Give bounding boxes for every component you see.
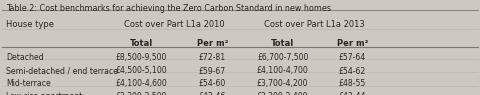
Text: Per m²: Per m² [336,39,368,48]
Text: £42-46: £42-46 [199,92,226,95]
Text: £4,500-5,100: £4,500-5,100 [116,66,168,76]
Text: Detached: Detached [6,53,44,62]
Text: £8,500-9,500: £8,500-9,500 [116,53,168,62]
Text: £59-67: £59-67 [199,66,226,76]
Text: Per m²: Per m² [197,39,228,48]
Text: Cost over Part L1a 2013: Cost over Part L1a 2013 [264,20,365,29]
Text: £4,100-4,700: £4,100-4,700 [257,66,309,76]
Text: £2,200-2,400: £2,200-2,400 [257,92,309,95]
Text: Cost over Part L1a 2010: Cost over Part L1a 2010 [124,20,224,29]
Text: £6,700-7,500: £6,700-7,500 [257,53,309,62]
Text: £3,700-4,200: £3,700-4,200 [257,79,309,88]
Text: Semi-detached / end terrace: Semi-detached / end terrace [6,66,118,76]
Text: £48-55: £48-55 [339,79,366,88]
Text: Table 2: Cost benchmarks for achieving the Zero Carbon Standard in new homes: Table 2: Cost benchmarks for achieving t… [6,4,331,13]
Text: £4,100-4,600: £4,100-4,600 [116,79,168,88]
Text: Total: Total [130,39,153,48]
Text: £54-60: £54-60 [199,79,226,88]
Text: £54-62: £54-62 [339,66,366,76]
Text: £2,300-2,500: £2,300-2,500 [116,92,168,95]
Text: Low-rise apartment: Low-rise apartment [6,92,82,95]
Text: House type: House type [6,20,54,29]
Text: Mid-terrace: Mid-terrace [6,79,50,88]
Text: Total: Total [271,39,294,48]
Text: £57-64: £57-64 [339,53,366,62]
Text: £72-81: £72-81 [199,53,226,62]
Text: £42-44: £42-44 [338,92,366,95]
